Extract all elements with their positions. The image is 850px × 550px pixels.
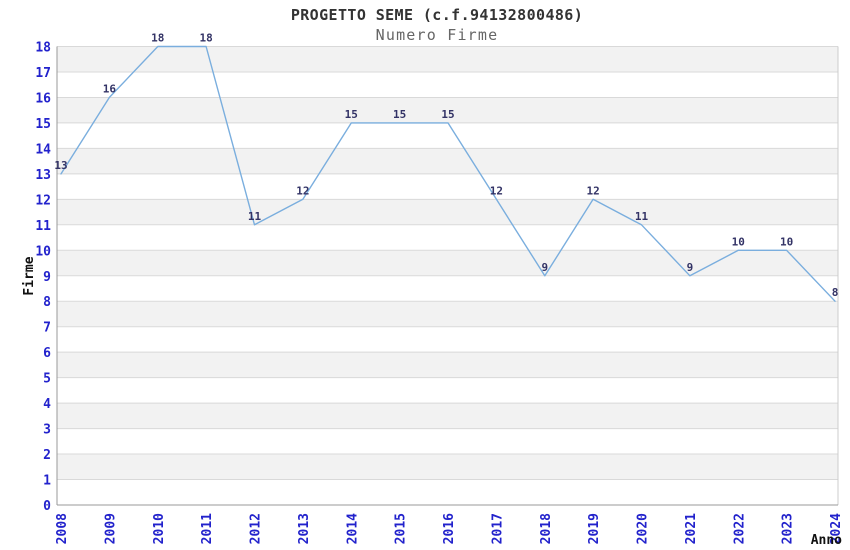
x-tick-label: 2024 bbox=[829, 513, 844, 544]
point-label: 12 bbox=[587, 184, 600, 197]
y-tick-label: 12 bbox=[35, 193, 51, 208]
plot-band bbox=[57, 454, 838, 480]
x-tick-label: 2019 bbox=[587, 513, 602, 544]
y-tick-label: 0 bbox=[43, 499, 51, 514]
x-tick-label: 2009 bbox=[103, 513, 118, 544]
x-tick-label: 2022 bbox=[732, 513, 747, 544]
x-tick-label: 2012 bbox=[249, 513, 264, 544]
y-tick-label: 16 bbox=[35, 91, 51, 106]
point-label: 18 bbox=[200, 32, 213, 45]
y-tick-label: 9 bbox=[43, 270, 51, 285]
x-tick-label: 2016 bbox=[442, 513, 457, 544]
y-tick-label: 4 bbox=[43, 397, 51, 412]
x-tick-label: 2021 bbox=[684, 513, 699, 544]
x-tick-label: 2014 bbox=[345, 513, 360, 544]
point-label: 13 bbox=[54, 159, 67, 172]
chart-title: PROGETTO SEME (c.f.94132800486) bbox=[291, 6, 583, 24]
y-tick-label: 2 bbox=[43, 448, 51, 463]
x-axis-title: Anno bbox=[811, 533, 842, 548]
point-label: 15 bbox=[345, 108, 358, 121]
y-tick-label: 3 bbox=[43, 423, 51, 438]
x-tick-label: 2013 bbox=[297, 513, 312, 544]
x-tick-label: 2008 bbox=[55, 513, 70, 544]
point-label: 11 bbox=[248, 210, 262, 223]
y-tick-label: 10 bbox=[35, 244, 51, 259]
point-label: 9 bbox=[541, 261, 548, 274]
y-tick-label: 18 bbox=[35, 41, 51, 56]
x-tick-label: 2018 bbox=[539, 513, 554, 544]
plot-band bbox=[57, 46, 838, 72]
data-line-numero-firme bbox=[60, 45, 836, 302]
x-tick-label: 2020 bbox=[636, 513, 651, 544]
y-tick-label: 13 bbox=[35, 168, 51, 183]
point-label: 9 bbox=[687, 261, 694, 274]
x-tick-label: 2010 bbox=[152, 513, 167, 544]
y-tick-label: 1 bbox=[43, 474, 51, 489]
point-label: 18 bbox=[151, 32, 164, 45]
x-tick-label: 2017 bbox=[490, 513, 505, 544]
y-tick-label: 6 bbox=[43, 346, 51, 361]
plot-band bbox=[57, 97, 838, 123]
point-label: 15 bbox=[393, 108, 406, 121]
plot-band bbox=[57, 199, 838, 225]
chart-subtitle: Numero Firme bbox=[376, 26, 499, 44]
plot-band bbox=[57, 403, 838, 429]
plot-band bbox=[57, 250, 838, 276]
plot-band bbox=[57, 301, 838, 327]
point-label: 16 bbox=[103, 82, 117, 95]
y-tick-label: 8 bbox=[43, 295, 51, 310]
y-tick-label: 11 bbox=[35, 219, 51, 234]
y-axis-title: Firme bbox=[22, 256, 37, 295]
y-tick-label: 17 bbox=[35, 66, 51, 81]
point-label: 10 bbox=[732, 235, 745, 248]
point-label: 12 bbox=[490, 184, 503, 197]
point-label: 12 bbox=[296, 184, 309, 197]
x-tick-label: 2011 bbox=[200, 513, 215, 544]
plot-band bbox=[57, 148, 838, 174]
plot-band bbox=[57, 352, 838, 378]
y-tick-label: 15 bbox=[35, 117, 51, 132]
y-tick-label: 7 bbox=[43, 321, 51, 336]
x-tick-label: 2015 bbox=[394, 513, 409, 544]
point-label: 8 bbox=[832, 286, 839, 299]
x-tick-label: 2023 bbox=[781, 513, 796, 544]
point-label: 15 bbox=[441, 108, 454, 121]
y-tick-label: 5 bbox=[43, 372, 51, 387]
point-label: 11 bbox=[635, 210, 649, 223]
point-label: 10 bbox=[780, 235, 793, 248]
y-tick-label: 14 bbox=[35, 142, 51, 157]
